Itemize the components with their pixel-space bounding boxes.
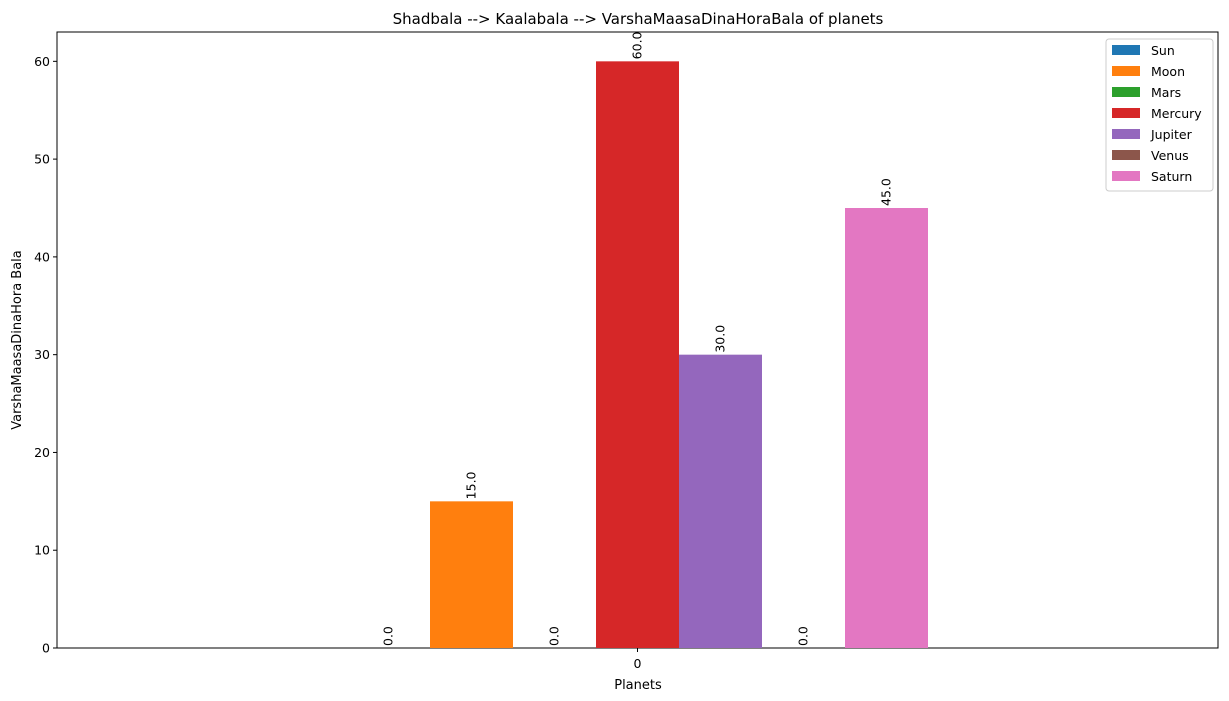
chart-title: Shadbala --> Kaalabala --> VarshaMaasaDi… xyxy=(393,10,884,28)
legend-swatch-jupiter xyxy=(1112,129,1140,139)
bar-value-label-saturn: 45.0 xyxy=(879,178,894,206)
legend-label-mercury: Mercury xyxy=(1151,106,1202,121)
legend-label-jupiter: Jupiter xyxy=(1150,127,1193,142)
bar-value-label-jupiter: 30.0 xyxy=(713,325,728,353)
legend-swatch-moon xyxy=(1112,66,1140,76)
bar-value-label-venus: 0.0 xyxy=(796,626,811,646)
bar-value-label-sun: 0.0 xyxy=(381,626,396,646)
bar-moon xyxy=(430,501,513,648)
legend-label-moon: Moon xyxy=(1151,64,1185,79)
bar-value-label-moon: 15.0 xyxy=(464,471,479,499)
y-tick-label: 30 xyxy=(34,347,50,362)
bars-group xyxy=(430,61,928,649)
bar-saturn xyxy=(845,208,928,648)
legend-label-venus: Venus xyxy=(1151,148,1189,163)
legend-label-saturn: Saturn xyxy=(1151,169,1192,184)
legend-label-mars: Mars xyxy=(1151,85,1181,100)
bar-value-label-mercury: 60.0 xyxy=(630,31,645,59)
x-tick-label: 0 xyxy=(634,656,642,671)
y-tick-label: 0 xyxy=(42,641,50,656)
y-tick-label: 40 xyxy=(34,249,50,264)
y-tick-label: 50 xyxy=(34,152,50,167)
x-axis: 0 xyxy=(634,648,642,671)
y-tick-label: 20 xyxy=(34,445,50,460)
y-axis-label: VarshaMaasaDinaHora Bala xyxy=(10,250,25,430)
x-axis-label: Planets xyxy=(614,678,662,693)
legend-label-sun: Sun xyxy=(1151,43,1175,58)
legend-swatch-mars xyxy=(1112,87,1140,97)
y-axis: 0 10 20 30 40 50 60 xyxy=(34,54,57,656)
y-tick-label: 60 xyxy=(34,54,50,69)
legend-swatch-venus xyxy=(1112,150,1140,160)
bar-jupiter xyxy=(679,354,762,648)
bar-mercury xyxy=(596,61,679,649)
legend-swatch-mercury xyxy=(1112,108,1140,118)
legend-swatch-saturn xyxy=(1112,171,1140,181)
legend-swatch-sun xyxy=(1112,45,1140,55)
y-tick-label: 10 xyxy=(34,543,50,558)
bar-value-label-mars: 0.0 xyxy=(547,626,562,646)
legend: Sun Moon Mars Mercury Jupiter Venus Saturn xyxy=(1105,38,1214,192)
bar-labels-group: 0.0 15.0 0.0 60.0 30.0 0.0 45.0 xyxy=(381,31,894,646)
